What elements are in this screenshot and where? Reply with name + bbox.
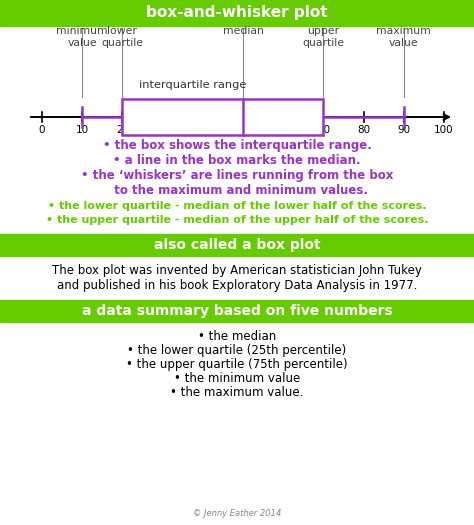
Text: also called a box plot: also called a box plot: [154, 238, 320, 252]
Text: © Jenny Eather 2014: © Jenny Eather 2014: [193, 509, 281, 518]
Text: • the upper quartile - median of the upper half of the scores.: • the upper quartile - median of the upp…: [46, 215, 428, 225]
Text: • the minimum value: • the minimum value: [174, 372, 300, 385]
Text: 80: 80: [357, 125, 370, 135]
Text: • the median: • the median: [198, 330, 276, 343]
Text: 100: 100: [434, 125, 454, 135]
Text: to the maximum and minimum values.: to the maximum and minimum values.: [106, 184, 368, 197]
Text: median: median: [223, 26, 264, 36]
Bar: [0, 0, 474, 26]
Text: lower
quartile: lower quartile: [101, 26, 144, 48]
Text: 60: 60: [277, 125, 290, 135]
Text: • the ‘whiskers’ are lines running from the box: • the ‘whiskers’ are lines running from …: [81, 169, 393, 182]
Text: 10: 10: [76, 125, 89, 135]
Text: 40: 40: [196, 125, 210, 135]
Bar: [122, 99, 323, 135]
Text: minimum
value: minimum value: [56, 26, 108, 48]
Text: interquartile range: interquartile range: [139, 80, 246, 90]
Text: 70: 70: [317, 125, 330, 135]
Text: 0: 0: [39, 125, 45, 135]
Bar: [0, 300, 474, 322]
Text: 90: 90: [397, 125, 410, 135]
Text: • the box shows the interquartile range.: • the box shows the interquartile range.: [102, 139, 372, 152]
Text: • the lower quartile (25th percentile): • the lower quartile (25th percentile): [128, 344, 346, 357]
Text: • a line in the box marks the median.: • a line in the box marks the median.: [113, 154, 361, 167]
Text: upper
quartile: upper quartile: [302, 26, 345, 48]
Text: • the maximum value.: • the maximum value.: [170, 386, 304, 399]
Text: maximum
value: maximum value: [376, 26, 431, 48]
Text: 50: 50: [237, 125, 250, 135]
Text: The box plot was invented by American statistician John Tukey: The box plot was invented by American st…: [52, 264, 422, 277]
Text: a data summary based on five numbers: a data summary based on five numbers: [82, 304, 392, 318]
Text: and published in his book Exploratory Data Analysis in 1977.: and published in his book Exploratory Da…: [57, 279, 417, 292]
Text: 20: 20: [116, 125, 129, 135]
Text: • the lower quartile - median of the lower half of the scores.: • the lower quartile - median of the low…: [48, 201, 426, 211]
Text: box-and-whisker plot: box-and-whisker plot: [146, 5, 328, 20]
Bar: [0, 234, 474, 256]
Text: 30: 30: [156, 125, 169, 135]
Text: • the upper quartile (75th percentile): • the upper quartile (75th percentile): [126, 358, 348, 371]
